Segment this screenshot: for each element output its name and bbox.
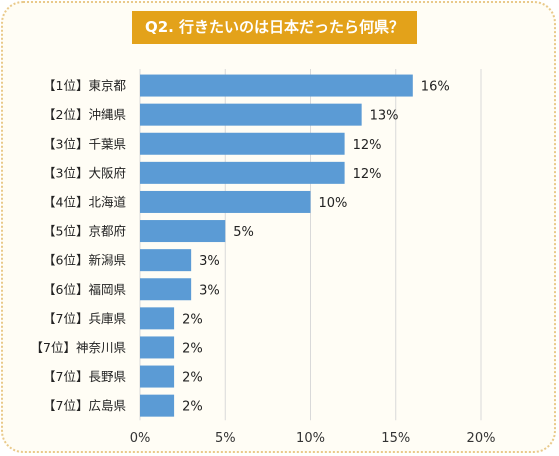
data-label: 2% — [182, 341, 203, 356]
data-label: 2% — [182, 371, 203, 386]
category-label: 【7位】神奈川県 — [31, 340, 126, 355]
category-label: 【7位】長野県 — [43, 369, 126, 384]
bar — [140, 132, 345, 155]
x-tick-label: 20% — [467, 431, 496, 446]
bar — [140, 307, 175, 330]
data-label: 10% — [319, 196, 348, 211]
category-label: 【3位】千葉県 — [43, 136, 126, 151]
data-label: 3% — [199, 283, 220, 298]
category-label: 【6位】福岡県 — [43, 282, 126, 297]
bar — [140, 278, 192, 301]
x-tick-label: 15% — [381, 431, 410, 446]
data-label: 3% — [199, 254, 220, 269]
data-label: 16% — [421, 80, 450, 95]
bar — [140, 336, 175, 359]
data-label: 12% — [353, 167, 382, 182]
x-tick-label: 0% — [130, 431, 151, 446]
category-label: 【5位】京都府 — [43, 224, 126, 239]
data-label: 5% — [233, 225, 254, 240]
category-label: 【4位】北海道 — [43, 194, 126, 209]
category-label: 【6位】新潟県 — [43, 253, 126, 268]
data-label: 2% — [182, 400, 203, 415]
category-label: 【7位】兵庫県 — [43, 311, 126, 326]
bar — [140, 365, 175, 388]
x-tick-label: 5% — [215, 431, 236, 446]
data-label: 12% — [353, 138, 382, 153]
bar — [140, 220, 226, 243]
category-label: 【1位】東京都 — [43, 78, 126, 93]
data-label: 13% — [370, 109, 399, 124]
data-label: 2% — [182, 312, 203, 327]
chart-title: Q2. 行きたいのは日本だったら何県？ — [132, 11, 417, 44]
bar — [140, 103, 362, 126]
bar — [140, 74, 413, 97]
bar — [140, 394, 175, 417]
category-label: 【3位】大阪府 — [43, 165, 126, 180]
x-tick-label: 10% — [296, 431, 325, 446]
category-label: 【2位】沖縄県 — [43, 107, 126, 122]
bar — [140, 249, 192, 272]
category-label: 【7位】広島県 — [43, 398, 126, 413]
bar — [140, 161, 345, 184]
bar — [140, 190, 311, 213]
